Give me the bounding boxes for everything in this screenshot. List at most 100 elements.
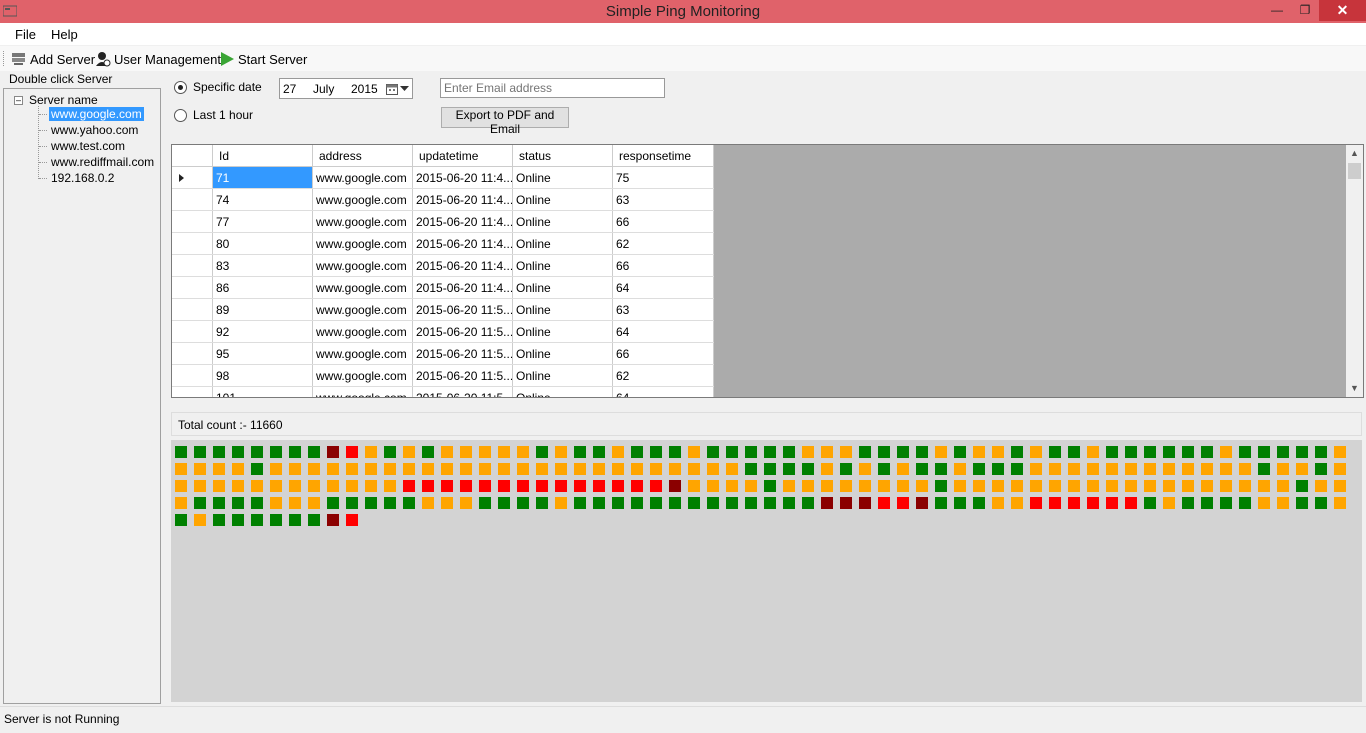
table-cell[interactable]: 2015-06-20 11:5... — [413, 387, 513, 397]
table-cell[interactable]: Online — [513, 365, 613, 386]
table-cell[interactable]: www.google.com — [313, 255, 413, 276]
date-picker[interactable]: 27 July 2015 — [279, 78, 413, 99]
table-row[interactable]: 77 www.google.com 2015-06-20 11:4... Online… — [172, 211, 714, 233]
table-row[interactable]: 89 www.google.com 2015-06-20 11:5... Online… — [172, 299, 714, 321]
table-cell[interactable]: Online — [513, 211, 613, 232]
table-cell[interactable]: 66 — [613, 343, 714, 364]
table-cell[interactable]: 101 — [213, 387, 313, 397]
date-day[interactable]: 27 — [283, 82, 297, 96]
export-pdf-email-button[interactable]: Export to PDF and Email — [441, 107, 569, 136]
table-cell[interactable]: Online — [513, 167, 613, 188]
table-cell[interactable]: 64 — [613, 387, 714, 397]
table-cell[interactable]: 66 — [613, 211, 714, 232]
table-cell[interactable]: www.google.com — [313, 233, 413, 254]
table-cell[interactable]: 63 — [613, 299, 714, 320]
table-row[interactable]: 83 www.google.com 2015-06-20 11:4... Online… — [172, 255, 714, 277]
column-header[interactable]: address — [313, 145, 413, 166]
table-cell[interactable]: Online — [513, 189, 613, 210]
scroll-up-icon[interactable]: ▲ — [1350, 148, 1359, 158]
table-cell[interactable]: Online — [513, 233, 613, 254]
table-cell[interactable]: 2015-06-20 11:5... — [413, 343, 513, 364]
table-cell[interactable]: www.google.com — [313, 321, 413, 342]
table-cell[interactable]: Online — [513, 299, 613, 320]
row-header[interactable] — [172, 189, 213, 210]
tree-node-server[interactable]: www.rediffmail.com — [39, 155, 156, 169]
column-header[interactable]: status — [513, 145, 613, 166]
row-header[interactable] — [172, 343, 213, 364]
calendar-dropdown-button[interactable] — [386, 81, 410, 96]
start-server-button[interactable]: Start Server — [220, 50, 307, 68]
table-cell[interactable]: 62 — [613, 233, 714, 254]
table-cell[interactable]: www.google.com — [313, 387, 413, 397]
tree-node-server[interactable]: www.test.com — [39, 139, 127, 153]
tree-root[interactable]: – Server name — [14, 93, 98, 107]
table-cell[interactable]: 83 — [213, 255, 313, 276]
table-cell[interactable]: 2015-06-20 11:4... — [413, 189, 513, 210]
table-cell[interactable]: 64 — [613, 277, 714, 298]
table-cell[interactable]: Online — [513, 387, 613, 397]
table-cell[interactable]: 92 — [213, 321, 313, 342]
collapse-icon[interactable]: – — [14, 94, 23, 105]
table-cell[interactable]: 80 — [213, 233, 313, 254]
table-cell[interactable]: www.google.com — [313, 299, 413, 320]
close-button[interactable]: ✕ — [1319, 0, 1366, 21]
table-cell[interactable]: 95 — [213, 343, 313, 364]
row-header[interactable] — [172, 233, 213, 254]
table-cell[interactable]: 2015-06-20 11:4... — [413, 277, 513, 298]
row-header[interactable] — [172, 211, 213, 232]
table-cell[interactable]: Online — [513, 321, 613, 342]
scroll-thumb[interactable] — [1348, 163, 1361, 179]
row-header[interactable] — [172, 299, 213, 320]
table-cell[interactable]: 2015-06-20 11:5... — [413, 299, 513, 320]
table-cell[interactable]: 2015-06-20 11:5... — [413, 321, 513, 342]
table-cell[interactable]: www.google.com — [313, 343, 413, 364]
tree-node-server[interactable]: www.yahoo.com — [39, 123, 140, 137]
table-cell[interactable]: www.google.com — [313, 189, 413, 210]
table-cell[interactable]: Online — [513, 277, 613, 298]
table-row[interactable]: 80 www.google.com 2015-06-20 11:4... Online… — [172, 233, 714, 255]
table-cell[interactable]: 2015-06-20 11:4... — [413, 233, 513, 254]
row-header[interactable] — [172, 321, 213, 342]
specific-date-radio[interactable]: Specific date — [174, 80, 262, 94]
table-row[interactable]: 101 www.google.com 2015-06-20 11:5... Onlin… — [172, 387, 714, 397]
table-cell[interactable]: www.google.com — [313, 277, 413, 298]
table-cell[interactable]: Online — [513, 255, 613, 276]
user-management-button[interactable]: User Management — [95, 50, 221, 68]
table-cell[interactable]: 89 — [213, 299, 313, 320]
table-cell[interactable]: www.google.com — [313, 365, 413, 386]
restore-button[interactable]: ❐ — [1299, 3, 1311, 17]
table-cell[interactable]: 62 — [613, 365, 714, 386]
row-header[interactable] — [172, 387, 213, 397]
table-row[interactable]: 71 www.google.com 2015-06-20 11:4... Online… — [172, 167, 714, 189]
row-header[interactable] — [172, 277, 213, 298]
minimize-button[interactable]: — — [1271, 3, 1283, 17]
table-cell[interactable]: 2015-06-20 11:4... — [413, 255, 513, 276]
tree-node-server[interactable]: 192.168.0.2 — [39, 171, 116, 185]
table-cell[interactable]: 2015-06-20 11:4... — [413, 211, 513, 232]
table-row[interactable]: 86 www.google.com 2015-06-20 11:4... Online… — [172, 277, 714, 299]
table-cell[interactable]: 63 — [613, 189, 714, 210]
table-cell[interactable]: 2015-06-20 11:4... — [413, 167, 513, 188]
table-cell[interactable]: 64 — [613, 321, 714, 342]
row-header[interactable] — [172, 365, 213, 386]
menu-help[interactable]: Help — [51, 27, 78, 42]
menu-file[interactable]: File — [15, 27, 36, 42]
last-hour-radio[interactable]: Last 1 hour — [174, 108, 253, 122]
row-header[interactable] — [172, 255, 213, 276]
table-row[interactable]: 98 www.google.com 2015-06-20 11:5... Online… — [172, 365, 714, 387]
table-cell[interactable]: 86 — [213, 277, 313, 298]
table-cell[interactable]: 75 — [613, 167, 714, 188]
table-row[interactable]: 95 www.google.com 2015-06-20 11:5... Online… — [172, 343, 714, 365]
column-header[interactable]: responsetime — [613, 145, 714, 166]
date-year[interactable]: 2015 — [351, 82, 378, 96]
row-header[interactable] — [172, 167, 213, 188]
table-cell[interactable]: 66 — [613, 255, 714, 276]
table-row[interactable]: 74 www.google.com 2015-06-20 11:4... Online… — [172, 189, 714, 211]
table-cell[interactable]: 98 — [213, 365, 313, 386]
scroll-down-icon[interactable]: ▼ — [1350, 383, 1359, 393]
table-cell[interactable]: www.google.com — [313, 211, 413, 232]
column-header[interactable]: Id — [213, 145, 313, 166]
table-cell[interactable]: 77 — [213, 211, 313, 232]
column-header[interactable]: updatetime — [413, 145, 513, 166]
date-month[interactable]: July — [313, 82, 335, 96]
